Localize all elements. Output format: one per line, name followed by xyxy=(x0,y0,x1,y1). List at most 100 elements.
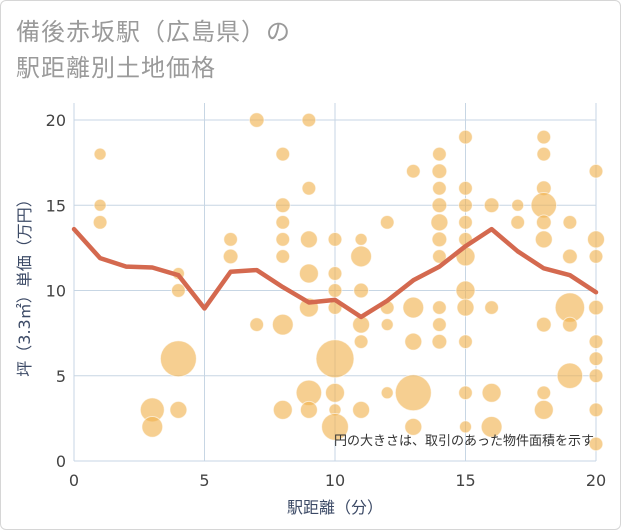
data-point xyxy=(315,339,355,379)
y-axis-title: 坪（3.3㎡）単価（万円） xyxy=(15,191,34,376)
data-point xyxy=(405,163,421,179)
data-point xyxy=(275,249,291,264)
data-point xyxy=(271,313,294,336)
data-point xyxy=(402,296,425,319)
data-point xyxy=(510,214,526,230)
data-point xyxy=(299,400,318,419)
data-point xyxy=(588,299,604,316)
bubble-size-note: 円の大きさは、取引のあった物件面積を示す xyxy=(334,434,594,449)
data-point xyxy=(456,298,475,317)
data-point xyxy=(535,316,552,333)
data-point xyxy=(458,334,473,350)
data-point xyxy=(431,163,448,180)
data-point xyxy=(432,317,447,332)
data-point xyxy=(430,213,449,232)
data-point xyxy=(141,416,164,438)
data-point xyxy=(248,112,265,128)
data-point xyxy=(299,230,318,249)
data-point xyxy=(480,416,503,438)
data-point xyxy=(275,146,291,162)
data-point xyxy=(536,385,552,401)
data-point xyxy=(301,112,317,128)
data-point xyxy=(321,412,349,441)
data-point xyxy=(223,232,238,247)
data-point xyxy=(249,317,265,332)
data-point xyxy=(327,283,343,298)
data-point xyxy=(275,232,291,247)
y-tick-label: 20 xyxy=(46,111,66,130)
data-point xyxy=(159,340,197,378)
data-point xyxy=(222,248,239,265)
data-point xyxy=(588,163,604,179)
data-point xyxy=(458,129,473,145)
data-point xyxy=(432,300,447,315)
tick-labels: 0 5 10 15 20 0 5 10 15 20 xyxy=(46,111,607,490)
x-tick-label: 10 xyxy=(325,471,345,490)
data-point xyxy=(404,417,423,436)
data-point xyxy=(588,249,604,264)
data-point xyxy=(458,214,473,230)
bubble-layer xyxy=(92,112,605,452)
data-point xyxy=(275,214,291,230)
data-point xyxy=(404,332,423,351)
data-point xyxy=(459,420,472,434)
data-point xyxy=(458,180,473,196)
data-point xyxy=(327,232,343,247)
x-tick-label: 15 xyxy=(455,471,475,490)
data-point xyxy=(536,146,552,162)
data-point xyxy=(352,400,371,419)
data-point xyxy=(588,351,604,367)
x-tick-label: 5 xyxy=(199,471,209,490)
data-point xyxy=(432,180,447,196)
y-tick-label: 10 xyxy=(46,282,66,301)
chart-title: 備後赤坂駅（広島県）の 駅距離別土地価格 xyxy=(16,18,291,82)
data-point xyxy=(431,197,448,214)
data-point xyxy=(455,280,476,301)
data-point xyxy=(169,400,188,419)
data-point xyxy=(535,214,552,231)
data-point xyxy=(533,399,554,420)
data-point xyxy=(530,192,558,219)
data-point xyxy=(483,197,500,214)
data-point xyxy=(379,214,395,230)
data-point xyxy=(394,374,432,412)
data-point xyxy=(588,334,604,350)
data-point xyxy=(380,318,394,332)
data-point xyxy=(534,230,553,249)
data-point xyxy=(93,147,107,161)
data-point xyxy=(511,198,525,212)
data-point xyxy=(458,385,473,401)
data-point xyxy=(353,334,369,350)
data-point xyxy=(272,399,293,420)
data-point xyxy=(354,232,368,246)
data-point xyxy=(301,180,317,196)
trend-layer xyxy=(71,226,599,320)
data-point xyxy=(353,282,369,299)
data-point xyxy=(458,197,473,213)
data-point xyxy=(588,402,604,418)
data-point xyxy=(380,386,394,400)
data-point xyxy=(556,362,584,389)
data-point xyxy=(588,436,604,452)
x-axis-title: 駅距離（分） xyxy=(287,498,383,517)
data-point xyxy=(562,214,578,230)
trend-line xyxy=(71,226,599,320)
data-point xyxy=(325,382,345,403)
data-point xyxy=(587,230,605,249)
y-tick-label: 0 xyxy=(56,452,66,471)
data-point xyxy=(431,231,448,248)
data-point xyxy=(431,333,448,350)
data-point xyxy=(432,249,447,264)
data-point xyxy=(93,198,107,212)
data-point xyxy=(484,300,499,315)
data-point xyxy=(562,316,578,333)
data-point xyxy=(536,129,552,145)
y-tick-label: 5 xyxy=(56,367,66,386)
y-tick-label: 15 xyxy=(46,196,66,215)
data-point xyxy=(350,245,372,268)
data-point xyxy=(274,197,291,214)
data-point xyxy=(481,382,502,403)
data-point xyxy=(171,283,186,298)
data-point xyxy=(298,263,319,284)
